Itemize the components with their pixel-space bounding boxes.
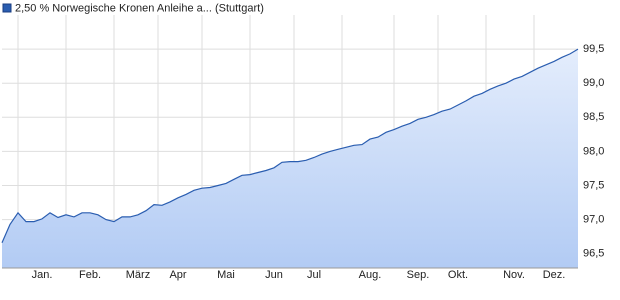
line bbox=[1, 48, 579, 244]
x-tick-label: Nov. bbox=[503, 269, 525, 281]
y-tick-label: 97,0 bbox=[583, 213, 604, 225]
x-tick-label: Feb. bbox=[79, 269, 101, 281]
y-tick-label: 98,5 bbox=[583, 111, 604, 123]
y-tick-label: 96,5 bbox=[583, 248, 604, 260]
y-tick-label: 97,5 bbox=[583, 179, 604, 191]
x-tick-label: Dez. bbox=[543, 269, 566, 281]
x-tick-label: Mai bbox=[217, 269, 235, 281]
y-tick-label: 98,0 bbox=[583, 145, 604, 157]
x-tick-label: Jun bbox=[265, 269, 283, 281]
y-tick-label: 99,5 bbox=[583, 43, 604, 55]
area bbox=[2, 49, 578, 268]
x-tick-label: Okt. bbox=[448, 269, 468, 281]
x-tick-label: Sep. bbox=[407, 269, 430, 281]
legend-swatch bbox=[2, 3, 12, 13]
x-tick-label: März bbox=[126, 269, 150, 281]
legend-label: 2,50 % Norwegische Kronen Anleihe a... (… bbox=[15, 2, 264, 14]
x-tick-label: Jan. bbox=[32, 269, 53, 281]
x-tick-label: Aug. bbox=[359, 269, 382, 281]
y-tick-label: 99,0 bbox=[583, 77, 604, 89]
x-tick-label: Apr bbox=[169, 269, 186, 281]
x-tick-label: Jul bbox=[307, 269, 321, 281]
